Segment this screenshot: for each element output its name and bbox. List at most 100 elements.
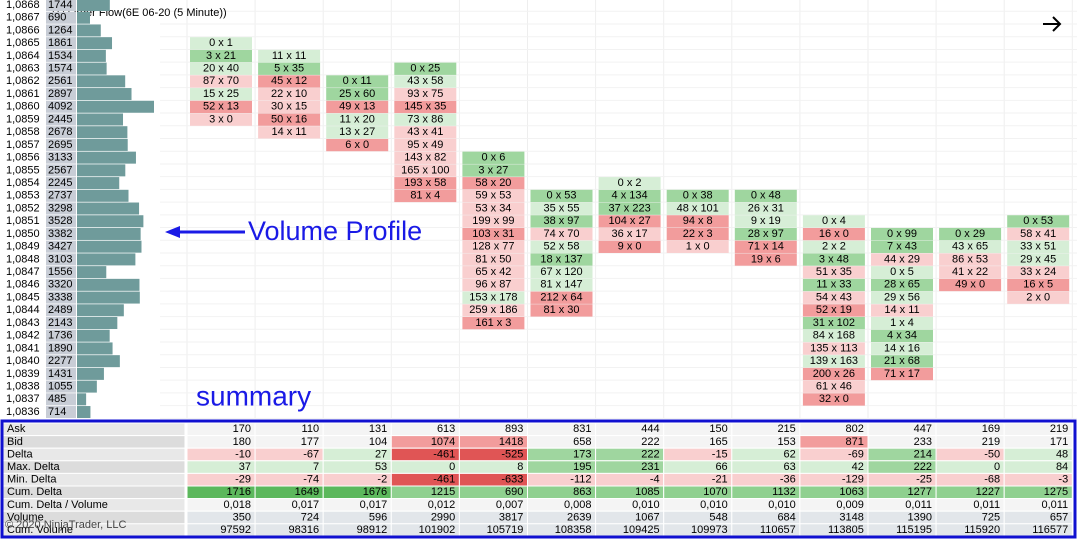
volume-bar xyxy=(77,49,106,62)
footprint-cell-bg xyxy=(530,304,593,317)
summary-cell: 658 xyxy=(573,436,591,448)
footprint-cell-bg xyxy=(462,291,525,304)
footprint-cell: 43 x 65 xyxy=(952,241,988,253)
footprint-cell-bg xyxy=(871,329,933,343)
price-label: 1,0843 xyxy=(6,317,40,329)
summary-label: Bid xyxy=(7,436,23,448)
footprint-cell-bg xyxy=(190,75,252,88)
footprint-cell: 73 x 86 xyxy=(407,113,443,125)
footprint-cell: 71 x 14 xyxy=(748,241,784,253)
footprint-cell-bg xyxy=(258,113,321,126)
summary-cell: -525 xyxy=(501,448,523,460)
summary-cell: 1063 xyxy=(839,486,863,498)
price-label: 1,0847 xyxy=(6,266,40,278)
summary-cell: 171 xyxy=(1050,436,1068,448)
footprint-cell: 0 x 48 xyxy=(751,190,781,202)
volume-label: 1055 xyxy=(48,381,72,393)
volume-label-bg xyxy=(46,113,76,126)
summary-cell: -29 xyxy=(235,474,251,486)
footprint-cell-bg xyxy=(394,113,457,126)
price-label: 1,0846 xyxy=(6,279,40,291)
footprint-cell: 103 x 31 xyxy=(472,228,514,240)
summary-cell: 1215 xyxy=(431,486,455,498)
summary-cell: 0,012 xyxy=(428,499,456,511)
footprint-cell-bg xyxy=(530,215,593,228)
footprint-cell: 81 x 147 xyxy=(540,279,582,291)
footprint-cell: 14 x 11 xyxy=(271,126,306,138)
price-label: 1,0842 xyxy=(6,330,40,342)
footprint-cell: 4 x 34 xyxy=(887,330,917,342)
footprint-cell-bg xyxy=(190,88,252,101)
summary-cell: 3817 xyxy=(499,511,523,523)
footprint-cell-bg xyxy=(462,189,525,203)
footprint-cell: 81 x 30 xyxy=(543,304,579,316)
summary-cell: 1275 xyxy=(1044,486,1068,498)
volume-bar xyxy=(77,240,142,253)
volume-bar xyxy=(77,355,120,368)
summary-cell: -69 xyxy=(848,448,864,460)
summary-cell: 153 xyxy=(777,436,795,448)
volume-label-bg xyxy=(46,11,76,24)
volume-label: 2445 xyxy=(48,113,72,125)
volume-label-bg xyxy=(46,49,76,62)
footprint-cell-bg xyxy=(394,75,457,88)
summary-label-bg xyxy=(2,435,186,449)
footprint-cell-bg xyxy=(666,189,729,203)
summary-label: Max. Delta xyxy=(7,461,60,473)
summary-cell: 222 xyxy=(641,448,659,460)
footprint-cell-bg xyxy=(462,202,525,215)
footprint-cell: 28 x 65 xyxy=(884,279,920,291)
footprint-cell: 193 x 58 xyxy=(404,177,446,189)
footprint-cell-bg xyxy=(871,253,933,266)
summary-cell: 657 xyxy=(1050,511,1068,523)
footprint-cell: 7 x 43 xyxy=(887,241,917,253)
footprint-cell-bg xyxy=(871,291,933,304)
volume-label: 1534 xyxy=(48,50,72,62)
footprint-cell: 15 x 25 xyxy=(203,88,239,100)
footprint-cell: 52 x 58 xyxy=(543,241,579,253)
footprint-cell: 29 x 56 xyxy=(884,291,920,303)
footprint-cell: 3 x 0 xyxy=(209,113,233,125)
footprint-cell-bg xyxy=(462,227,525,241)
price-label: 1,0867 xyxy=(6,12,40,24)
volume-label-bg xyxy=(46,75,76,88)
footprint-cell: 3 x 21 xyxy=(206,50,236,62)
footprint-cell: 9 x 19 xyxy=(751,215,781,227)
expand-arrow-head[interactable] xyxy=(1052,16,1062,32)
footprint-cell: 0 x 2 xyxy=(618,177,642,189)
footprint-cell: 212 x 64 xyxy=(540,291,582,303)
annotation: summary xyxy=(196,380,311,411)
footprint-cell: 11 x 20 xyxy=(340,113,375,125)
summary-cell: 53 xyxy=(375,461,387,473)
footprint-cell-bg xyxy=(258,88,321,101)
footprint-cell: 0 x 25 xyxy=(410,63,440,75)
footprint-cell-bg xyxy=(190,100,252,114)
volume-label: 3320 xyxy=(48,279,72,291)
footprint-cell: 21 x 68 xyxy=(884,355,920,367)
price-label: 1,0844 xyxy=(6,304,40,316)
footprint-cell: 53 x 34 xyxy=(475,202,511,214)
summary-cell: 169 xyxy=(982,423,1000,435)
footprint-cell-bg xyxy=(598,202,661,215)
footprint-cell: 31 x 102 xyxy=(813,317,855,329)
footprint-cell-bg xyxy=(462,240,525,253)
summary-cell: 173 xyxy=(573,448,591,460)
annotation-arrow-head xyxy=(165,226,180,238)
summary-cell: -15 xyxy=(712,448,728,460)
footprint-cell: 9 x 0 xyxy=(618,241,642,253)
footprint-cell: 41 x 22 xyxy=(952,266,988,278)
summary-cell: 215 xyxy=(777,423,795,435)
footprint-cell: 49 x 0 xyxy=(955,279,985,291)
summary-cell: 831 xyxy=(573,423,591,435)
footprint-cell: 59 x 53 xyxy=(475,190,511,202)
summary-cell: 84 xyxy=(1056,461,1068,473)
price-label: 1,0839 xyxy=(6,368,40,380)
footprint-cell-bg xyxy=(462,164,525,177)
footprint-cell: 58 x 20 xyxy=(475,177,511,189)
footprint-cell: 96 x 87 xyxy=(475,279,511,291)
footprint-cell: 26 x 31 xyxy=(748,202,784,214)
volume-label-bg xyxy=(46,317,76,329)
footprint-cell: 135 x 113 xyxy=(810,342,858,354)
summary-cell: 8 xyxy=(517,461,523,473)
